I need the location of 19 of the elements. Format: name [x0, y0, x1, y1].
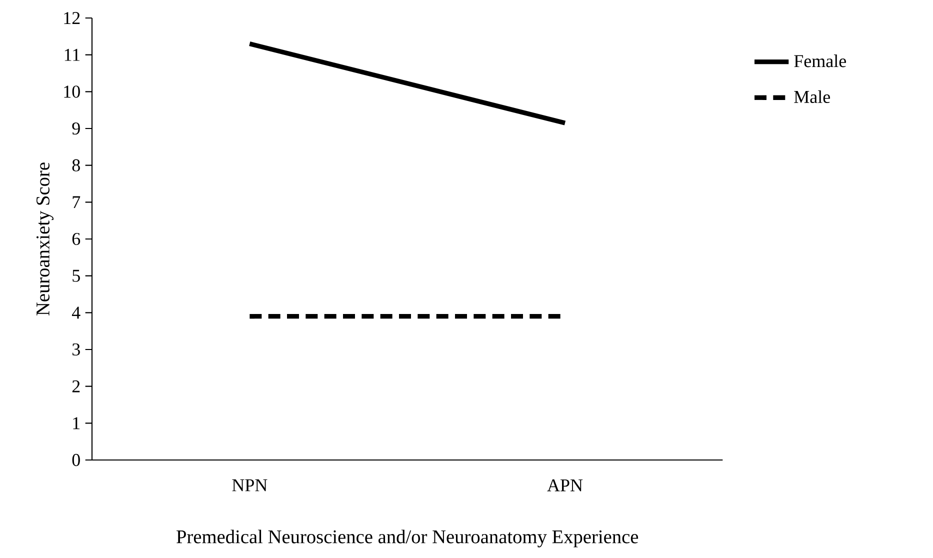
y-tick-label: 0	[72, 454, 80, 466]
y-tick-label: 7	[72, 196, 80, 208]
legend-label: Female	[794, 54, 846, 68]
y-tick-label: 12	[64, 12, 80, 24]
y-tick-label: 2	[72, 380, 80, 392]
y-tick-label: 5	[72, 270, 80, 282]
y-tick-label: 1	[73, 417, 80, 430]
x-tick-label: APN	[547, 479, 583, 492]
y-tick-label: 10	[64, 86, 80, 98]
y-tick-label: 3	[72, 343, 80, 356]
y-tick-label: 11	[64, 48, 80, 61]
y-tick-label: 4	[72, 306, 80, 319]
x-tick-label: NPN	[232, 479, 268, 492]
x-axis-title: Premedical Neuroscience and/or Neuroanatomy Experience	[176, 530, 638, 548]
y-tick-label: 6	[72, 232, 80, 246]
legend-label: Male	[794, 90, 830, 104]
y-tick-label: 9	[72, 122, 80, 135]
y-axis-title: Neuroanxiety Score	[36, 162, 54, 316]
y-tick-label: 8	[72, 159, 80, 172]
